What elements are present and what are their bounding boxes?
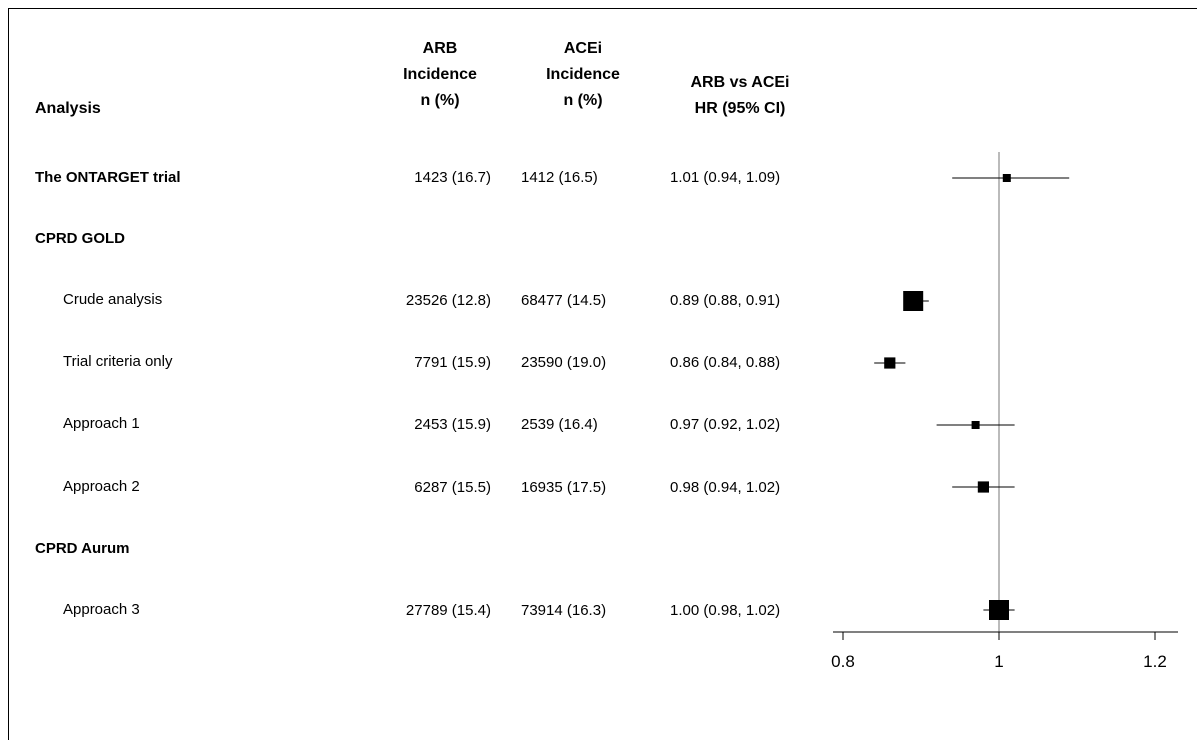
hr-ci: 0.98 (0.94, 1.02)	[670, 479, 781, 496]
hr-ci: 1.00 (0.98, 1.02)	[670, 602, 781, 619]
x-tick-label: 1.2	[1143, 652, 1167, 671]
acei-incidence: 1412 (16.5)	[521, 169, 598, 186]
row-label: Approach 3	[63, 601, 140, 618]
arb-incidence: 1423 (16.7)	[414, 169, 491, 186]
figure-frame	[8, 8, 1197, 740]
acei-incidence: 2539 (16.4)	[521, 416, 598, 433]
point-estimate	[1002, 174, 1011, 182]
arb-incidence: 2453 (15.9)	[414, 416, 491, 433]
point-estimate	[977, 481, 989, 493]
header-hr: ARB vs ACEi HR (95% CI)	[670, 70, 810, 122]
row-label: Crude analysis	[63, 291, 163, 308]
row-label: CPRD Aurum	[35, 540, 130, 557]
point-estimate	[903, 291, 924, 311]
row-label: Approach 2	[63, 478, 140, 495]
header-analysis-text: Analysis	[35, 100, 101, 117]
acei-incidence: 68477 (14.5)	[521, 292, 607, 309]
hr-ci: 1.01 (0.94, 1.09)	[670, 169, 781, 186]
arb-incidence: 27789 (15.4)	[405, 602, 491, 619]
header-acei: ACEi Incidence n (%)	[523, 36, 643, 114]
header-arb-line1: ARB	[422, 40, 458, 57]
header-arb-line2: Incidence	[403, 66, 477, 83]
hr-ci: 0.97 (0.92, 1.02)	[670, 416, 781, 433]
arb-incidence: 6287 (15.5)	[414, 479, 491, 496]
point-estimate	[989, 600, 1009, 620]
hr-ci: 0.89 (0.88, 0.91)	[670, 292, 781, 309]
x-tick-label: 1	[994, 652, 1003, 671]
header-arb: ARB Incidence n (%)	[380, 36, 500, 114]
row-label: Trial criteria only	[63, 353, 173, 370]
row-label: CPRD GOLD	[35, 230, 125, 247]
header-acei-line3: n (%)	[563, 92, 603, 109]
header-hr-line1: ARB vs ACEi	[690, 74, 790, 91]
arb-incidence: 7791 (15.9)	[414, 354, 491, 371]
acei-incidence: 73914 (16.3)	[521, 602, 607, 619]
header-analysis: Analysis	[35, 96, 101, 122]
header-hr-line2: HR (95% CI)	[694, 100, 786, 117]
point-estimate	[971, 421, 980, 429]
hr-ci: 0.86 (0.84, 0.88)	[670, 354, 781, 371]
header-acei-line2: Incidence	[546, 66, 620, 83]
row-label: Approach 1	[63, 415, 140, 432]
arb-incidence: 23526 (12.8)	[405, 292, 491, 309]
point-estimate	[884, 357, 896, 369]
row-label: The ONTARGET trial	[35, 169, 181, 186]
acei-incidence: 23590 (19.0)	[521, 354, 607, 371]
header-acei-line1: ACEi	[563, 40, 603, 57]
x-tick-label: 0.8	[831, 652, 855, 671]
header-arb-line3: n (%)	[420, 92, 460, 109]
acei-incidence: 16935 (17.5)	[521, 479, 607, 496]
